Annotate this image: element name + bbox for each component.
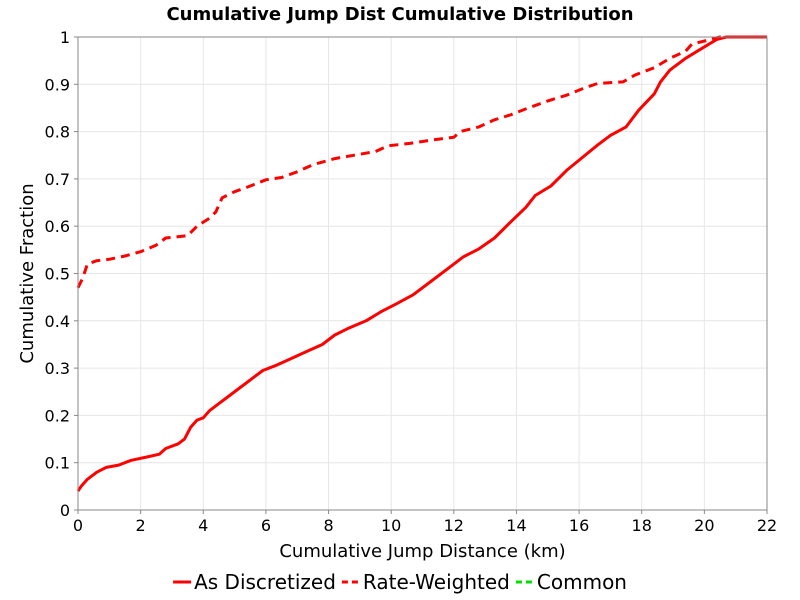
series-line-rate-weighted	[76, 35, 767, 289]
x-tick-label: 16	[569, 516, 589, 535]
y-tick-label: 0.4	[45, 312, 70, 331]
y-tick-label: 0.8	[45, 123, 70, 142]
chart-title: Cumulative Jump Dist Cumulative Distribu…	[166, 4, 633, 25]
y-tick-label: 0.6	[45, 217, 70, 236]
y-axis-label: Cumulative Fraction	[17, 183, 38, 363]
x-axis-label: Cumulative Jump Distance (km)	[279, 541, 565, 562]
x-tick-label: 20	[694, 516, 714, 535]
legend-item-as-discretized: As Discretized	[173, 570, 336, 594]
y-tick-label: 0.9	[45, 75, 70, 94]
axis-ticks: 0 2 4 6 8 10 12 14 16 18 20 22 0 0.1 0.2 0.3 0.4 0.5 0.6 0.…	[45, 28, 778, 535]
y-tick-label: 1	[60, 28, 70, 47]
y-tick-label: 0.7	[45, 170, 70, 189]
x-tick-label: 2	[136, 516, 146, 535]
y-tick-label: 0	[60, 501, 70, 520]
x-tick-label: 18	[632, 516, 652, 535]
legend-label: As Discretized	[194, 570, 336, 594]
y-tick-label: 0.5	[45, 265, 70, 284]
y-tick-label: 0.1	[45, 454, 70, 473]
legend: As Discretized Rate-Weighted Common	[173, 570, 627, 594]
legend-item-common: Common	[515, 570, 627, 594]
series-line-as-discretized	[76, 35, 767, 492]
x-tick-label: 12	[444, 516, 464, 535]
x-tick-label: 22	[757, 516, 777, 535]
legend-item-rate-weighted: Rate-Weighted	[341, 570, 510, 594]
legend-label: Common	[537, 570, 627, 594]
x-tick-label: 8	[323, 516, 333, 535]
grid-lines	[77, 36, 768, 511]
series-lines	[76, 35, 767, 492]
y-tick-label: 0.3	[45, 359, 70, 378]
x-tick-label: 4	[198, 516, 208, 535]
x-tick-label: 10	[381, 516, 401, 535]
x-tick-label: 0	[73, 516, 83, 535]
y-tick-label: 0.2	[45, 406, 70, 425]
x-tick-label: 14	[506, 516, 526, 535]
legend-label: Rate-Weighted	[363, 570, 510, 594]
x-tick-label: 6	[261, 516, 271, 535]
